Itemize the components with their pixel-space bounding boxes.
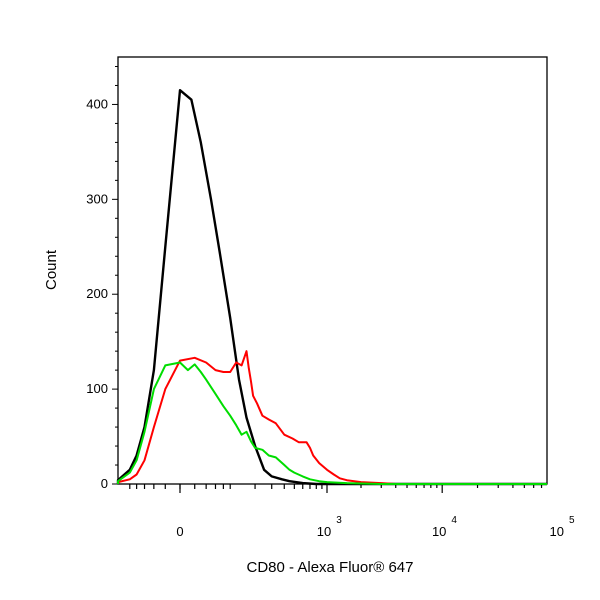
x-axis-title: CD80 - Alexa Fluor® 647 <box>247 559 414 576</box>
series-line-2 <box>117 361 547 485</box>
x-tick-label: 0 <box>176 524 183 539</box>
y-tick-label: 0 <box>101 476 108 491</box>
x-tick-label: 10 <box>317 524 331 539</box>
series-layer <box>116 88 547 486</box>
x-tick-exponent: 4 <box>451 515 457 526</box>
y-axis-ticks: 0 100 200 300 400 <box>86 65 118 491</box>
series-line-1 <box>117 350 547 485</box>
x-tick-label: 10 <box>550 524 564 539</box>
y-tick-label: 300 <box>86 191 108 206</box>
plot-frame <box>117 56 548 485</box>
x-tick-exponent: 3 <box>336 515 342 526</box>
y-tick-label: 200 <box>86 286 108 301</box>
series-line-0 <box>116 88 547 486</box>
y-axis-title: Count <box>43 249 60 290</box>
x-tick-label: 10 <box>432 524 446 539</box>
y-tick-label: 100 <box>86 381 108 396</box>
y-tick-label: 400 <box>86 96 108 111</box>
x-axis-ticks: 0 10 3 10 4 10 5 <box>129 484 575 539</box>
x-tick-exponent: 5 <box>569 515 575 526</box>
